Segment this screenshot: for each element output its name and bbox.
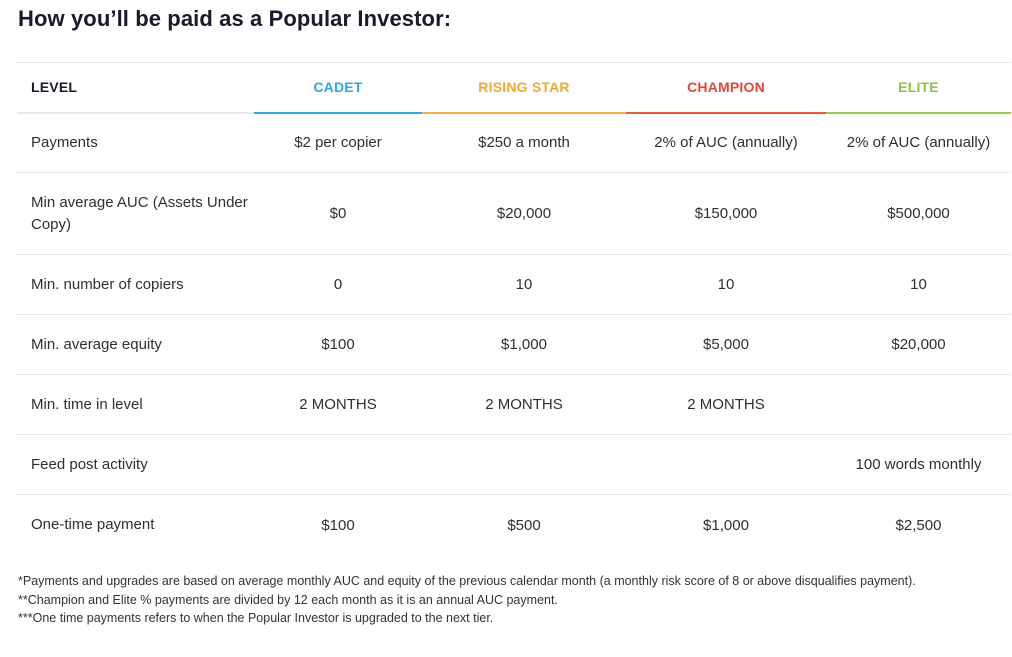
cell-cadet bbox=[254, 434, 422, 495]
cell-elite: $2,500 bbox=[895, 516, 942, 534]
footnote-1: *Payments and upgrades are based on aver… bbox=[18, 574, 916, 588]
row-label: Payments bbox=[17, 112, 254, 173]
header-rising-star: RISING STAR bbox=[422, 62, 626, 114]
cell-elite bbox=[826, 374, 1011, 435]
table-row-min-equity: Min. average equity $100 $1,000 $5,000 $… bbox=[17, 314, 1011, 375]
cell-cadet: $2 per copier bbox=[254, 112, 422, 173]
cell-cadet: $100 bbox=[321, 516, 355, 534]
cell-rising-star: $250 a month bbox=[422, 112, 626, 173]
table-row-min-time: Min. time in level 2 MONTHS 2 MONTHS 2 M… bbox=[17, 374, 1011, 435]
table-row-payments: Payments $2 per copier $250 a month 2% o… bbox=[17, 112, 1011, 173]
cell-champion: 10 bbox=[626, 254, 826, 315]
footnotes: *Payments and upgrades are based on aver… bbox=[18, 572, 998, 628]
cell-elite: 100 words monthly bbox=[826, 434, 1011, 495]
header-champion: CHAMPION bbox=[626, 62, 826, 114]
cell-elite: 10 bbox=[826, 254, 1011, 315]
row-label: One-time payment bbox=[31, 516, 155, 534]
cell-cadet: 0 bbox=[254, 254, 422, 315]
footnote-2: **Champion and Elite % payments are divi… bbox=[18, 592, 558, 607]
cell-rising-star: $500 bbox=[507, 516, 541, 534]
table-header-row: LEVEL CADET RISING STAR CHAMPION ELITE bbox=[17, 62, 1011, 114]
cell-champion: $1,000 bbox=[703, 516, 749, 534]
row-label: Min. time in level bbox=[17, 374, 254, 435]
cell-elite: $500,000 bbox=[826, 172, 1011, 255]
cell-rising-star: 2 MONTHS bbox=[422, 374, 626, 435]
table-row-min-copiers: Min. number of copiers 0 10 10 10 bbox=[17, 254, 1011, 315]
cell-champion: 2% of AUC (annually) bbox=[626, 112, 826, 173]
cell-cadet: 2 MONTHS bbox=[254, 374, 422, 435]
table-row-min-auc: Min average AUC (Assets Under Copy) $0 $… bbox=[17, 172, 1011, 255]
cell-champion: $150,000 bbox=[626, 172, 826, 255]
page-title: How you’ll be paid as a Popular Investor… bbox=[18, 6, 452, 31]
cell-champion: 2 MONTHS bbox=[626, 374, 826, 435]
header-cadet: CADET bbox=[254, 62, 422, 114]
table-row-one-time-payment: One-time payment $100 $500 $1,000 $2,500 bbox=[17, 495, 1011, 556]
cell-rising-star: $1,000 bbox=[422, 314, 626, 375]
cell-champion: $5,000 bbox=[626, 314, 826, 375]
header-elite: ELITE bbox=[826, 62, 1011, 114]
cell-champion bbox=[626, 434, 826, 495]
table-row-feed-activity: Feed post activity 100 words monthly bbox=[17, 434, 1011, 495]
cell-cadet: $100 bbox=[254, 314, 422, 375]
tiers-table: LEVEL CADET RISING STAR CHAMPION ELITE P… bbox=[17, 62, 1011, 556]
row-label: Min. number of copiers bbox=[17, 254, 254, 315]
footnote-3: ***One time payments refers to when the … bbox=[18, 611, 494, 625]
row-label: Feed post activity bbox=[17, 434, 254, 495]
row-label: Min average AUC (Assets Under Copy) bbox=[17, 172, 254, 255]
header-level: LEVEL bbox=[17, 62, 254, 114]
cell-rising-star bbox=[422, 434, 626, 495]
row-label: Min. average equity bbox=[17, 314, 254, 375]
cell-rising-star: $20,000 bbox=[422, 172, 626, 255]
cell-elite: 2% of AUC (annually) bbox=[826, 112, 1011, 173]
cell-cadet: $0 bbox=[254, 172, 422, 255]
cell-rising-star: 10 bbox=[422, 254, 626, 315]
cell-elite: $20,000 bbox=[826, 314, 1011, 375]
